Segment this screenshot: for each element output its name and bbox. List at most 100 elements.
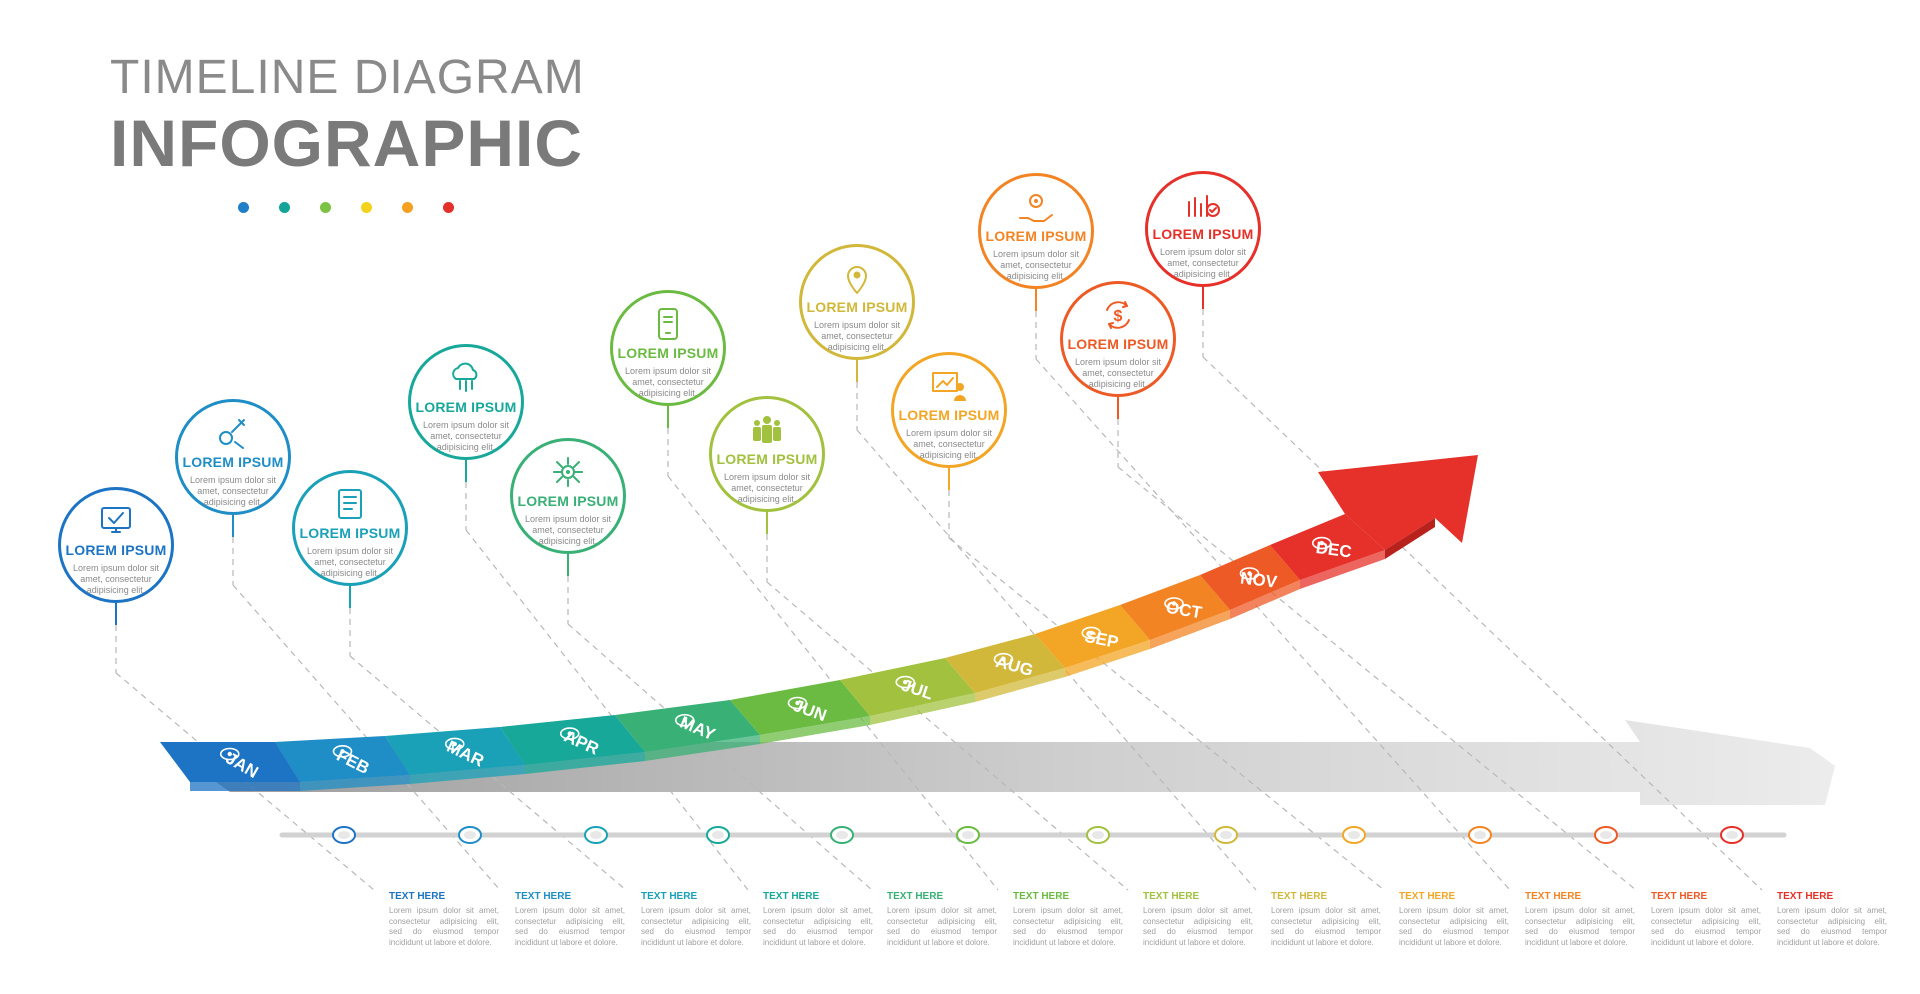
color-dot — [402, 202, 413, 213]
note-body: Lorem ipsum dolor sit amet, consectetur … — [1271, 906, 1381, 947]
card-description: Lorem ipsum dolor sit amet, consectetur … — [306, 546, 394, 578]
card-title: LOREM IPSUM — [617, 345, 719, 361]
card-description: Lorem ipsum dolor sit amet, consectetur … — [189, 475, 277, 507]
baseline-marker-core — [1092, 831, 1104, 839]
milestone-card-jun: LOREM IPSUM Lorem ipsum dolor sit amet, c… — [610, 290, 726, 406]
arrow-segment-sep — [1035, 605, 1150, 668]
arrow-side-jan — [190, 782, 300, 791]
milestone-card-jan: LOREM IPSUM Lorem ipsum dolor sit amet, c… — [58, 487, 174, 603]
arrow-segment-aug — [945, 634, 1065, 693]
location-pin-icon — [847, 266, 867, 294]
segment-marker-dot — [567, 731, 572, 736]
note-title: TEXT HERE — [1525, 891, 1582, 902]
note-title: TEXT HERE — [1651, 891, 1708, 902]
baseline-marker-core — [1726, 831, 1738, 839]
segment-marker — [787, 696, 808, 710]
color-dot — [361, 202, 372, 213]
baseline-marker-core — [836, 831, 848, 839]
arrow-head-side — [1385, 518, 1435, 559]
note-oct: TEXT HERE Lorem ipsum dolor sit amet, con… — [1525, 891, 1635, 948]
connector-dash — [1035, 358, 1511, 891]
segment-marker-dot — [1089, 630, 1094, 636]
segment-marker-dot — [903, 679, 908, 685]
note-apr: TEXT HERE Lorem ipsum dolor sit amet, con… — [763, 891, 873, 948]
note-may: TEXT HERE Lorem ipsum dolor sit amet, con… — [887, 891, 997, 948]
card-description: Lorem ipsum dolor sit amet, consectetur … — [72, 563, 160, 595]
note-body: Lorem ipsum dolor sit amet, consectetur … — [515, 906, 625, 947]
segment-marker-dot — [682, 718, 687, 723]
title-line-2: INFOGRAPHIC — [110, 106, 583, 180]
segment-marker — [674, 713, 695, 727]
arrow-side-nov — [1230, 580, 1300, 619]
arrow-segment-mar — [385, 727, 525, 775]
baseline-marker-core — [464, 831, 476, 839]
card-title: LOREM IPSUM — [898, 407, 1000, 423]
arrow-side-mar — [410, 765, 525, 784]
month-label: DEC — [1315, 538, 1353, 562]
note-body: Lorem ipsum dolor sit amet, consectetur … — [763, 906, 873, 947]
svg-text:$: $ — [1114, 308, 1123, 325]
segment-marker — [1081, 626, 1102, 640]
card-description: Lorem ipsum dolor sit amet, consectetur … — [1074, 357, 1162, 389]
note-body: Lorem ipsum dolor sit amet, consectetur … — [1525, 906, 1635, 947]
milestone-card-nov: $ LOREM IPSUM Lorem ipsum dolor sit amet, … — [1060, 281, 1176, 397]
card-title: LOREM IPSUM — [182, 454, 284, 470]
arrow-side-jun — [760, 716, 870, 744]
baseline-marker-core — [1348, 831, 1360, 839]
milestone-card-jul: LOREM IPSUM Lorem ipsum dolor sit amet, c… — [709, 396, 825, 512]
note-body: Lorem ipsum dolor sit amet, consectetur … — [641, 906, 751, 947]
color-dot — [238, 202, 249, 213]
card-title: LOREM IPSUM — [517, 493, 619, 509]
baseline-marker-core — [712, 831, 724, 839]
note-body: Lorem ipsum dolor sit amet, consectetur … — [887, 906, 997, 947]
segment-marker — [559, 727, 580, 740]
milestone-card-mar: LOREM IPSUM Lorem ipsum dolor sit amet, c… — [292, 470, 408, 586]
note-jul: TEXT HERE Lorem ipsum dolor sit amet, con… — [1143, 891, 1253, 948]
mobile-touch-icon — [658, 308, 678, 340]
segment-marker — [1311, 536, 1332, 550]
note-title: TEXT HERE — [1013, 891, 1070, 902]
color-dot — [279, 202, 290, 213]
note-sep: TEXT HERE Lorem ipsum dolor sit amet, con… — [1399, 891, 1509, 948]
card-title: LOREM IPSUM — [299, 525, 401, 541]
connector-dash — [567, 623, 873, 891]
segment-marker-dot — [227, 751, 232, 757]
note-title: TEXT HERE — [887, 891, 944, 902]
note-jun: TEXT HERE Lorem ipsum dolor sit amet, con… — [1013, 891, 1123, 948]
baseline-marker-core — [962, 831, 974, 839]
note-dec: TEXT HERE Lorem ipsum dolor sit amet, con… — [1777, 891, 1887, 948]
title-line-1: TIMELINE DIAGRAM — [110, 51, 585, 104]
arrow-side-aug — [975, 668, 1065, 702]
segment-marker — [1164, 597, 1184, 610]
card-title: LOREM IPSUM — [1067, 336, 1169, 352]
milestone-card-may: LOREM IPSUM Lorem ipsum dolor sit amet, c… — [510, 438, 626, 554]
segment-marker-dot — [1247, 571, 1252, 576]
gray-shadow-arrow — [160, 720, 1835, 805]
note-title: TEXT HERE — [515, 891, 572, 902]
baseline-marker-core — [590, 831, 602, 839]
card-description: Lorem ipsum dolor sit amet, consectetur … — [1159, 247, 1247, 279]
card-description: Lorem ipsum dolor sit amet, consectetur … — [813, 320, 901, 352]
note-feb: TEXT HERE Lorem ipsum dolor sit amet, con… — [515, 891, 625, 948]
arrow-segment-jan — [160, 742, 300, 782]
card-description: Lorem ipsum dolor sit amet, consectetur … — [723, 472, 811, 504]
note-jan: TEXT HERE Lorem ipsum dolor sit amet, con… — [389, 891, 499, 948]
card-description: Lorem ipsum dolor sit amet, consectetur … — [992, 249, 1080, 281]
arrow-head — [1318, 455, 1478, 550]
card-title: LOREM IPSUM — [806, 299, 908, 315]
note-title: TEXT HERE — [1143, 891, 1200, 902]
milestone-card-apr: LOREM IPSUM Lorem ipsum dolor sit amet, c… — [408, 344, 524, 460]
milestone-card-sep: LOREM IPSUM Lorem ipsum dolor sit amet, c… — [891, 352, 1007, 468]
note-body: Lorem ipsum dolor sit amet, consectetur … — [1143, 906, 1253, 947]
arrow-segment-nov — [1200, 545, 1300, 610]
segment-marker — [444, 737, 465, 751]
segment-marker-dot — [1171, 601, 1177, 606]
document-list-icon — [338, 489, 362, 519]
month-label: NOV — [1239, 568, 1278, 591]
arrow-side-sep — [1065, 640, 1150, 677]
milestone-card-feb: LOREM IPSUM Lorem ipsum dolor sit amet, c… — [175, 399, 291, 515]
note-body: Lorem ipsum dolor sit amet, consectetur … — [389, 906, 499, 947]
segment-marker-dot — [795, 700, 800, 706]
presentation-icon — [932, 372, 966, 401]
